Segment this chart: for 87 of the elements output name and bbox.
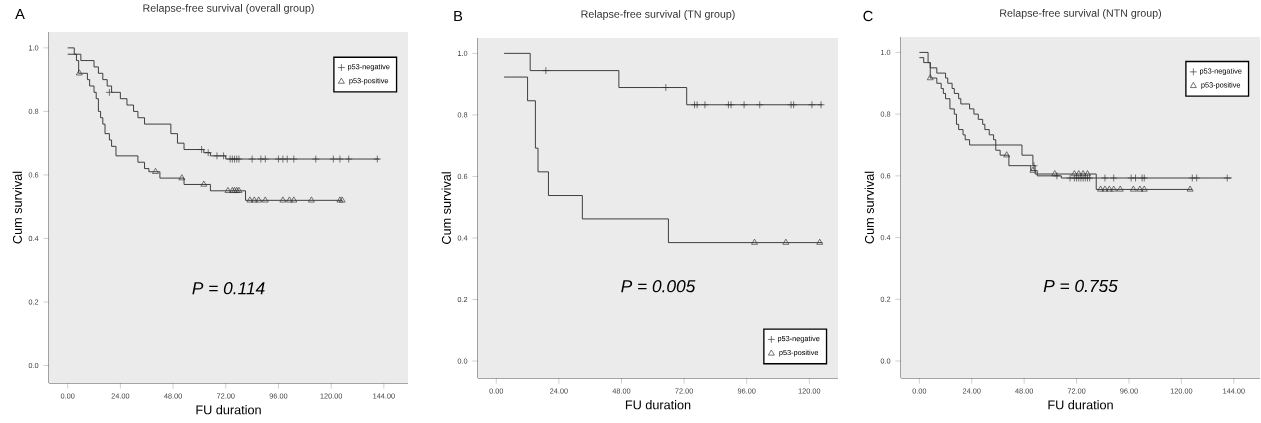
point (219, 152, 228, 160)
point (1097, 185, 1104, 192)
point (197, 145, 206, 154)
point (817, 100, 825, 109)
text: C (863, 10, 873, 22)
point (1109, 174, 1118, 182)
point (1079, 170, 1087, 177)
point (261, 155, 270, 163)
point (248, 155, 256, 163)
text: A (15, 8, 25, 20)
point (1116, 185, 1124, 192)
point (178, 174, 186, 181)
point (1110, 185, 1118, 192)
point (789, 100, 798, 109)
point (1075, 170, 1083, 177)
chart-title: Relapse-free survival (TN group) (581, 9, 735, 20)
point (816, 238, 824, 245)
chart-title: Relapse-free survival (NTN group) (1000, 8, 1162, 19)
point (373, 155, 382, 163)
point (257, 155, 265, 163)
x-axis-title: FU duration (625, 400, 691, 410)
point (1223, 174, 1232, 182)
point (1127, 174, 1135, 182)
point (755, 100, 764, 109)
point (204, 148, 212, 157)
point (701, 100, 709, 109)
x-axis-title: FU duration (196, 405, 261, 415)
point (1101, 174, 1109, 182)
x-axis-title: FU duration (1048, 400, 1113, 410)
point (290, 196, 298, 203)
annotation: P = 0.005 (621, 280, 696, 293)
point (1138, 174, 1146, 182)
point (75, 69, 83, 76)
point (693, 100, 701, 109)
point (1131, 174, 1140, 182)
point (311, 155, 320, 163)
y-axis-title: Cum survival (12, 171, 22, 244)
point (542, 66, 550, 75)
point (105, 88, 114, 97)
point (250, 196, 258, 203)
point (1130, 185, 1137, 192)
point (1101, 185, 1109, 192)
point (213, 152, 221, 160)
point (1030, 161, 1038, 170)
point (255, 196, 263, 203)
point (290, 155, 298, 163)
point (1053, 172, 1061, 180)
point (787, 100, 795, 109)
point (344, 155, 353, 163)
point (261, 196, 269, 203)
point (246, 196, 254, 203)
point (662, 83, 670, 92)
point (1136, 185, 1144, 192)
point (286, 196, 293, 203)
point (926, 74, 934, 81)
annotation: P = 0.114 (192, 282, 265, 295)
point (751, 238, 758, 245)
point (283, 155, 292, 163)
point (727, 100, 735, 109)
point (279, 196, 287, 203)
point (200, 180, 208, 187)
point (152, 167, 159, 174)
annotation: P = 0.755 (1043, 279, 1118, 293)
point (279, 155, 287, 163)
point (1071, 170, 1078, 177)
point (1140, 185, 1148, 192)
point (808, 100, 816, 109)
point (1192, 174, 1201, 182)
point (1140, 174, 1149, 182)
point (224, 187, 232, 193)
point (308, 196, 315, 203)
point (1066, 174, 1074, 182)
point (1051, 170, 1059, 177)
text: B (454, 10, 463, 22)
point (782, 238, 790, 245)
chart-title: Relapse-free survival (overall group) (143, 3, 314, 14)
point (1003, 151, 1011, 158)
point (1186, 185, 1194, 192)
point (740, 100, 748, 109)
point (724, 100, 733, 109)
y-axis-title: Cum survival (864, 171, 874, 244)
point (336, 155, 344, 163)
point (1105, 185, 1113, 192)
point (690, 100, 699, 109)
y-axis-title: Cum survival (441, 172, 451, 244)
point (1084, 170, 1091, 177)
point (329, 155, 338, 163)
